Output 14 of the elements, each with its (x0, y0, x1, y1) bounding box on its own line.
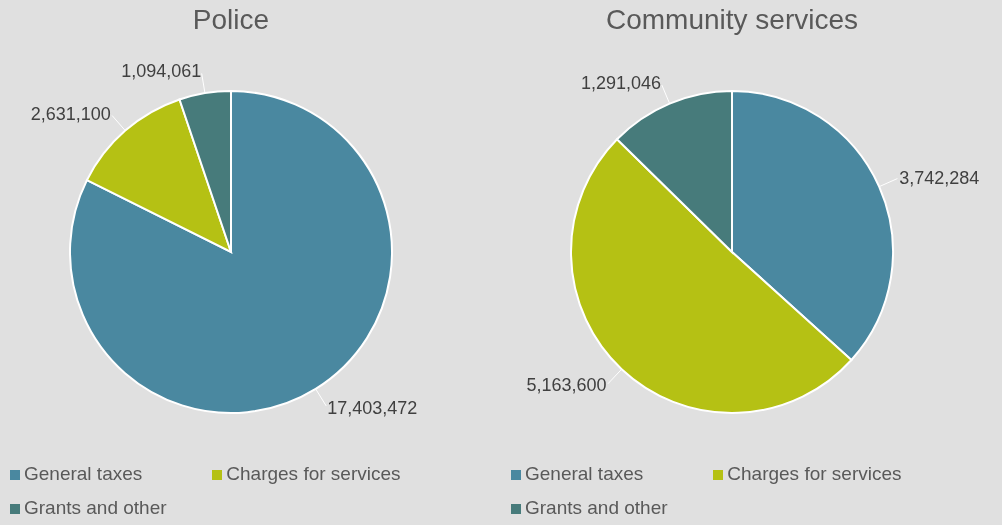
legend-label: Grants and other (24, 497, 167, 518)
data-label: 17,403,472 (327, 397, 418, 418)
chart-title: Community services (604, 4, 860, 36)
legend-label: General taxes (24, 463, 143, 484)
legend-label: Charges for services (226, 463, 401, 484)
chart-title: Police (191, 4, 271, 36)
data-label: 1,291,046 (581, 73, 662, 94)
data-label: 5,163,600 (526, 375, 607, 396)
data-label: 3,742,284 (899, 167, 980, 188)
data-label: 2,631,100 (30, 104, 111, 125)
legend-label: Grants and other (525, 497, 668, 518)
legend-label: General taxes (525, 463, 644, 484)
legend-label: Charges for services (727, 463, 902, 484)
data-label: 1,094,061 (121, 61, 202, 82)
